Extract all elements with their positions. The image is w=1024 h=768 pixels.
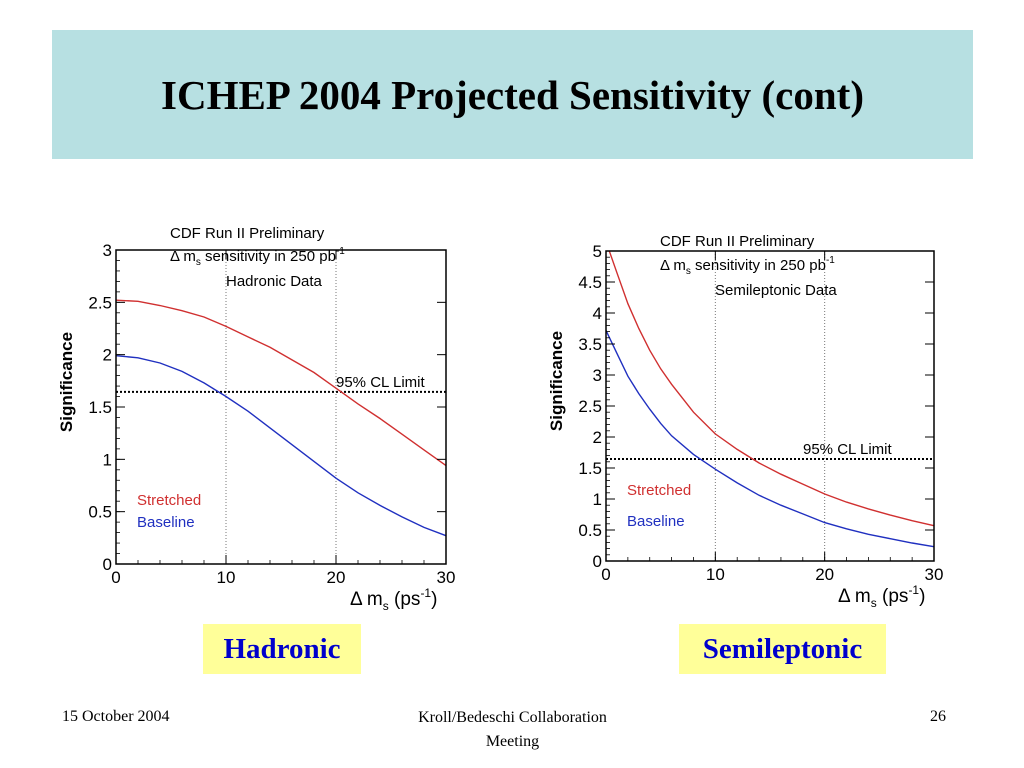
y-tick-label: 2.5 [88,293,112,312]
caption-semileptonic-text: Semileptonic [702,632,863,665]
series-baseline-line [605,330,935,548]
x-label-superscript: -1 [420,586,431,600]
x-tick-label: 10 [217,568,236,587]
x-tick-label: 20 [327,568,346,587]
y-tick-label: 0 [593,552,602,571]
x-label-close: ) [431,589,437,610]
legend-stretched: Stretched [137,492,201,509]
cl-limit-label: 95% CL Limit [803,441,892,458]
y-tick-label: 1 [103,450,112,469]
y-tick-label: 1 [593,490,602,509]
y-tick-label: 0.5 [88,503,112,522]
y-tick-label: 4.5 [578,273,602,292]
x-axis-label: Δ ms (ps-1) [838,583,925,610]
legend-baseline: Baseline [627,513,685,530]
series-baseline-line [115,355,447,537]
y-tick-label: 0.5 [578,521,602,540]
chart-header-line2: Δ ms sensitivity in 250 pb-1 [660,255,835,277]
x-label-delta-m: Δ m [838,586,871,607]
x-label-unit: (ps [877,586,909,607]
footer-center: Kroll/Bedeschi Collaboration Meeting [380,706,645,754]
x-label-close: ) [919,586,925,607]
chart-header-line3: Hadronic Data [226,273,323,290]
x-tick-label: 0 [111,568,120,587]
y-axis-label: Significance [547,331,566,431]
x-label-subscript: s [383,599,389,613]
y-tick-label: 5 [593,242,602,261]
y-tick-label: 2 [593,428,602,447]
x-axis-label: Δ ms (ps-1) [350,586,437,613]
x-label-subscript: s [871,596,877,610]
y-tick-label: 4 [593,304,602,323]
cl-limit-label: 95% CL Limit [336,374,425,391]
y-tick-label: 3 [593,366,602,385]
chart-header-line2: Δ ms sensitivity in 250 pb-1 [170,246,345,268]
title-band: ICHEP 2004 Projected Sensitivity (cont) [52,30,973,159]
x-tick-label: 0 [601,565,610,584]
x-label-superscript: -1 [908,583,919,597]
x-tick-label: 20 [815,565,834,584]
chart-header-line1: CDF Run II Preliminary [660,233,815,250]
y-tick-label: 1.5 [88,398,112,417]
header-superscript: -1 [336,246,345,257]
chart-header-line3: Semileptonic Data [715,282,837,299]
header-subscript: s [196,257,201,268]
y-tick-label: 1.5 [578,459,602,478]
footer-date: 15 October 2004 [62,708,170,725]
caption-hadronic-text: Hadronic [223,632,341,665]
x-label-unit: (ps [389,589,421,610]
chart-header-line1: CDF Run II Preliminary [170,225,325,242]
x-tick-label: 30 [437,568,456,587]
x-label-delta-m: Δ m [350,589,383,610]
footer-center-line1: Kroll/Bedeschi Collaboration [418,709,607,726]
caption-hadronic: Hadronic [203,624,361,674]
x-tick-label: 30 [925,565,944,584]
legend-stretched: Stretched [627,482,691,499]
header-delta-m: Δ m [660,257,686,274]
header-sensitivity: sensitivity in 250 pb [691,257,826,274]
y-tick-label: 3 [103,241,112,260]
y-axis-label: Significance [57,332,76,432]
series-stretched-line [115,299,447,467]
x-tick-label: 10 [706,565,725,584]
footer-center-line2: Meeting [485,733,540,750]
y-tick-label: 0 [103,555,112,574]
header-superscript: -1 [826,255,835,266]
header-delta-m: Δ m [170,248,196,265]
footer-page: 26 [930,708,946,725]
header-subscript: s [686,266,691,277]
series-stretched-line [608,250,935,527]
header-sensitivity: sensitivity in 250 pb [201,248,336,265]
caption-semileptonic: Semileptonic [679,624,886,674]
slide-title: ICHEP 2004 Projected Sensitivity (cont) [161,71,864,118]
legend-baseline: Baseline [137,514,195,531]
y-tick-label: 3.5 [578,335,602,354]
y-tick-label: 2 [103,346,112,365]
y-tick-label: 2.5 [578,397,602,416]
